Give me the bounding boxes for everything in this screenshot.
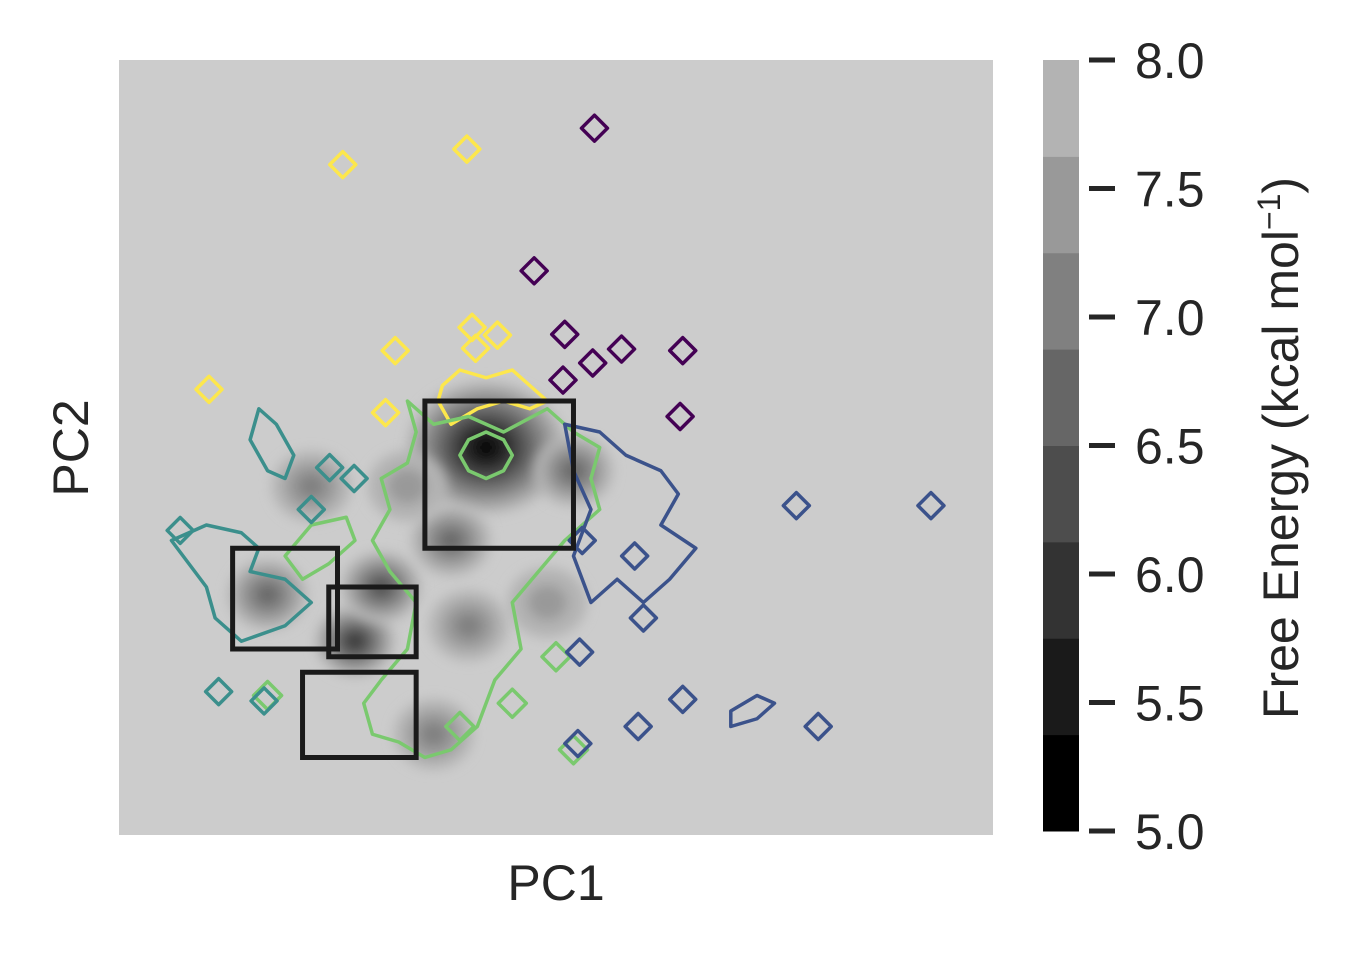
y-axis-label: PC2 bbox=[43, 399, 99, 496]
energy-well-9 bbox=[507, 567, 587, 638]
colorbar-band-1 bbox=[1043, 638, 1079, 736]
cluster-blue-0 bbox=[781, 490, 812, 521]
energy-level-8-2 bbox=[455, 614, 482, 638]
colorbar-tick-label-3: 6.5 bbox=[1135, 419, 1205, 475]
colorbar-band-7 bbox=[1043, 60, 1079, 157]
colorbar-label: Free Energy (kcal mol−1) bbox=[1251, 177, 1309, 719]
colorbar-tick-label-1: 5.5 bbox=[1135, 676, 1205, 732]
cluster-yellow-1 bbox=[452, 134, 482, 164]
colorbar-band-5 bbox=[1043, 252, 1079, 350]
colorbar-ticks: 5.0 5.5 6.0 6.5 7.0 7.5 8.0 bbox=[1089, 33, 1205, 860]
energy-well-8 bbox=[429, 590, 508, 661]
cluster-teal-main bbox=[169, 523, 314, 643]
colorbar-band-6 bbox=[1043, 156, 1079, 254]
cluster-purple-2 bbox=[549, 319, 580, 350]
cluster-teal-2 bbox=[203, 676, 234, 707]
highlight-box-1 bbox=[230, 545, 340, 652]
cluster-blue-6 bbox=[803, 711, 833, 742]
energy-level-4-3 bbox=[441, 531, 461, 550]
highlight-box-0 bbox=[422, 398, 576, 551]
energy-level-7-2 bbox=[298, 474, 325, 498]
cluster-purple-4 bbox=[577, 348, 608, 378]
cluster-yellow-0 bbox=[327, 149, 358, 180]
cluster-green-3 bbox=[496, 687, 529, 719]
cluster-blue-5 bbox=[563, 728, 593, 759]
energy-well-7 bbox=[271, 451, 351, 522]
colorbar-tick-label-0: 5.0 bbox=[1135, 804, 1205, 860]
colorbar-tick-label-5: 7.5 bbox=[1135, 162, 1205, 218]
cluster-purple-5 bbox=[548, 365, 578, 395]
cluster-yellow-3 bbox=[380, 335, 410, 366]
energy-level-0-7 bbox=[476, 439, 496, 456]
colorbar-band-4 bbox=[1043, 349, 1079, 446]
highlight-box-2 bbox=[326, 584, 419, 660]
cluster-blue-9 bbox=[619, 541, 650, 571]
cluster-yellow-6 bbox=[370, 397, 401, 428]
colorbar-tick-label-2: 6.0 bbox=[1135, 547, 1205, 603]
colorbar-label-superscript: −1 bbox=[1251, 194, 1287, 230]
colorbar-label-main: Free Energy (kcal mol bbox=[1253, 230, 1309, 719]
energy-level-9-1 bbox=[527, 585, 567, 620]
highlight-boxes bbox=[230, 398, 576, 760]
energy-level-1-5 bbox=[348, 635, 362, 648]
colorbar: 5.0 5.5 6.0 6.5 7.0 7.5 8.0 Free Energy (kcal … bbox=[1043, 33, 1309, 860]
cluster-purple-6 bbox=[667, 335, 698, 366]
cluster-teal-4 bbox=[165, 515, 195, 546]
cluster-green-core bbox=[458, 430, 515, 481]
cluster-teal-5 bbox=[296, 494, 327, 525]
cluster-purple-0 bbox=[579, 113, 610, 143]
plot-area bbox=[119, 60, 993, 835]
cluster-blue-2 bbox=[564, 637, 595, 667]
energy-level-6-2 bbox=[420, 722, 447, 746]
cluster-teal-upper bbox=[248, 407, 296, 481]
cluster-yellow-blob bbox=[436, 368, 550, 426]
cluster-yellow-7 bbox=[460, 333, 491, 364]
cluster-blue-1 bbox=[916, 490, 946, 521]
cluster-blue-streak bbox=[729, 693, 777, 729]
energy-well-3 bbox=[228, 559, 307, 630]
highlight-box-3 bbox=[300, 669, 419, 760]
cluster-purple-3 bbox=[606, 334, 637, 364]
cluster-purple-1 bbox=[519, 256, 549, 286]
cluster-blue-4 bbox=[667, 684, 698, 715]
cluster-green-1 bbox=[444, 710, 476, 743]
cluster-blue-3 bbox=[623, 711, 653, 742]
colorbar-label-suffix: ) bbox=[1253, 177, 1309, 194]
cluster-teal-0 bbox=[314, 452, 345, 483]
energy-level-3-3 bbox=[257, 586, 278, 604]
cluster-blue-7 bbox=[628, 603, 659, 633]
cluster-contours bbox=[165, 113, 946, 766]
colorbar-tick-label-6: 8.0 bbox=[1135, 33, 1205, 89]
cluster-yellow-5 bbox=[482, 320, 513, 350]
colorbar-band-2 bbox=[1043, 541, 1079, 639]
colorbar-bands bbox=[1043, 60, 1079, 832]
cluster-blue-main bbox=[562, 422, 698, 605]
cluster-yellow-2 bbox=[194, 374, 224, 405]
cluster-teal-3 bbox=[249, 686, 279, 716]
colorbar-band-0 bbox=[1043, 734, 1079, 832]
energy-level-10-1 bbox=[387, 468, 428, 504]
cluster-purple-7 bbox=[665, 401, 695, 432]
x-axis-label: PC1 bbox=[507, 855, 604, 911]
cluster-green-left bbox=[283, 515, 357, 581]
cluster-green-main bbox=[361, 399, 602, 760]
colorbar-band-3 bbox=[1043, 445, 1079, 543]
colorbar-tick-label-4: 7.0 bbox=[1135, 290, 1205, 346]
cluster-teal-1 bbox=[339, 463, 369, 494]
